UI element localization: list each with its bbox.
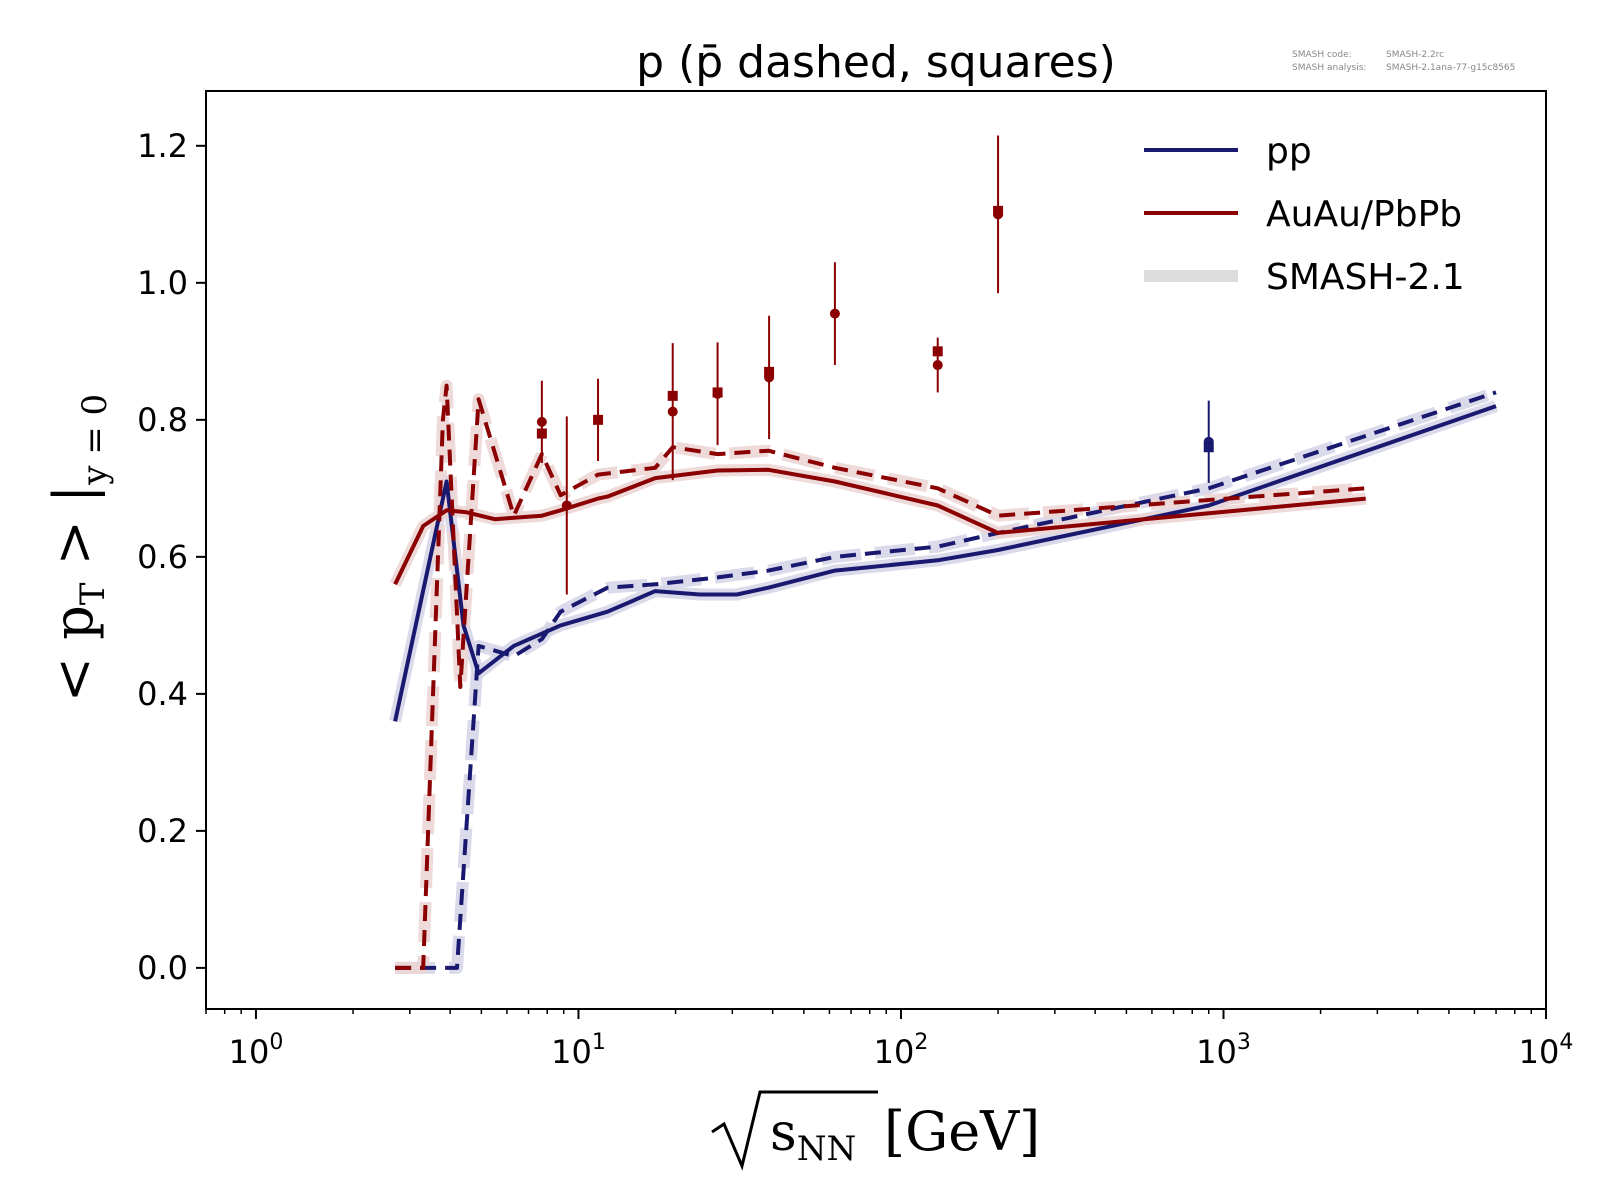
legend-label: pp xyxy=(1266,131,1312,172)
y-tick-label: 1.2 xyxy=(137,127,188,165)
marker-circle-aa_p xyxy=(561,500,572,511)
marker-circle-aa_p xyxy=(536,416,547,427)
y-tick-label: 1.0 xyxy=(137,264,188,302)
legend-label: SMASH-2.1 xyxy=(1266,257,1465,298)
x-axis-label-unit: [GeV] xyxy=(884,1100,1040,1163)
marker-circle-aa_p xyxy=(667,406,678,417)
y-tick-label: 0.8 xyxy=(137,401,188,439)
line-aa_p xyxy=(393,467,1366,586)
legend-label: AuAu/PbPb xyxy=(1266,194,1462,235)
band-aa_pbar xyxy=(395,379,1367,974)
plot-frame xyxy=(205,90,1547,1010)
data-points xyxy=(536,135,1214,595)
y-tick-label: 0.4 xyxy=(137,675,188,713)
marker-circle-aa_p xyxy=(829,308,840,319)
sqrt-radical xyxy=(711,1090,878,1171)
y-tick-label: 0.0 xyxy=(137,949,188,987)
x-tick-exp: 1 xyxy=(592,1030,606,1055)
credit-code-label: SMASH code: xyxy=(1292,50,1352,60)
y-tick-label: 0.2 xyxy=(137,812,188,850)
svg-text:< pT > |y = 0: < pT > |y = 0 xyxy=(42,394,115,702)
x-tick-base: 10 xyxy=(1519,1033,1560,1071)
x-axis-label: sNN [GeV] xyxy=(711,1090,1040,1171)
legend: pp AuAu/PbPb SMASH-2.1 xyxy=(1144,131,1465,298)
marker-square-aa_pbar xyxy=(593,414,604,425)
marker-circle-aa_p xyxy=(932,360,943,371)
credit-analysis-label: SMASH analysis: xyxy=(1292,63,1366,73)
x-axis-label-sub: NN xyxy=(797,1129,857,1169)
band-pp_pbar xyxy=(395,386,1498,974)
line-pp_p xyxy=(393,404,1497,722)
x-tick-base: 10 xyxy=(551,1033,592,1071)
credit-analysis-value: SMASH-2.1ana-77-g15c8565 xyxy=(1386,63,1515,73)
credit-code-value: SMASH-2.2rc xyxy=(1386,50,1444,60)
marker-square-pp_pbar xyxy=(1203,442,1214,453)
x-tick-label: 101 xyxy=(551,1030,606,1071)
x-tick-label: 103 xyxy=(1196,1030,1251,1071)
x-tick-exp: 2 xyxy=(914,1030,928,1055)
marker-square-aa_pbar xyxy=(932,346,943,357)
y-axis-label-sub: T xyxy=(73,582,113,605)
line-pp_pbar xyxy=(395,390,1497,970)
x-axis-label-root: s xyxy=(770,1103,797,1163)
x-tick-exp: 0 xyxy=(269,1030,283,1055)
x-tick-base: 10 xyxy=(1196,1033,1237,1071)
line-aa_pbar xyxy=(395,383,1366,970)
x-tick-base: 10 xyxy=(229,1033,270,1071)
series-lines xyxy=(393,383,1497,970)
x-tick-base: 10 xyxy=(874,1033,915,1071)
y-axis-label-mid: > | xyxy=(42,485,105,583)
svg-text:sNN: sNN xyxy=(770,1103,856,1169)
y-axis-label-cond: y = 0 xyxy=(75,394,115,486)
x-tick-label: 104 xyxy=(1519,1030,1574,1071)
y-tick-label: 0.6 xyxy=(137,538,188,576)
x-tick-label: 100 xyxy=(229,1030,284,1071)
y-axis-ticks: 0.0 0.2 0.4 0.6 0.8 1.0 1.2 xyxy=(137,127,206,987)
y-axis-label: < pT > |y = 0 xyxy=(42,394,115,702)
marker-square-aa_pbar xyxy=(712,387,723,398)
marker-square-aa_pbar xyxy=(764,366,775,377)
y-axis-label-main: < p xyxy=(42,605,105,702)
x-axis-ticks: 100 101 102 103 104 xyxy=(205,1009,1574,1071)
chart-title: p (p̄ dashed, squares) xyxy=(636,37,1116,88)
x-tick-exp: 4 xyxy=(1559,1030,1573,1055)
x-tick-label: 102 xyxy=(874,1030,929,1071)
marker-square-aa_pbar xyxy=(667,390,678,401)
marker-square-aa_pbar xyxy=(536,428,547,439)
marker-square-aa_pbar xyxy=(993,205,1004,216)
smash-bands xyxy=(389,379,1498,974)
x-tick-exp: 3 xyxy=(1237,1030,1251,1055)
